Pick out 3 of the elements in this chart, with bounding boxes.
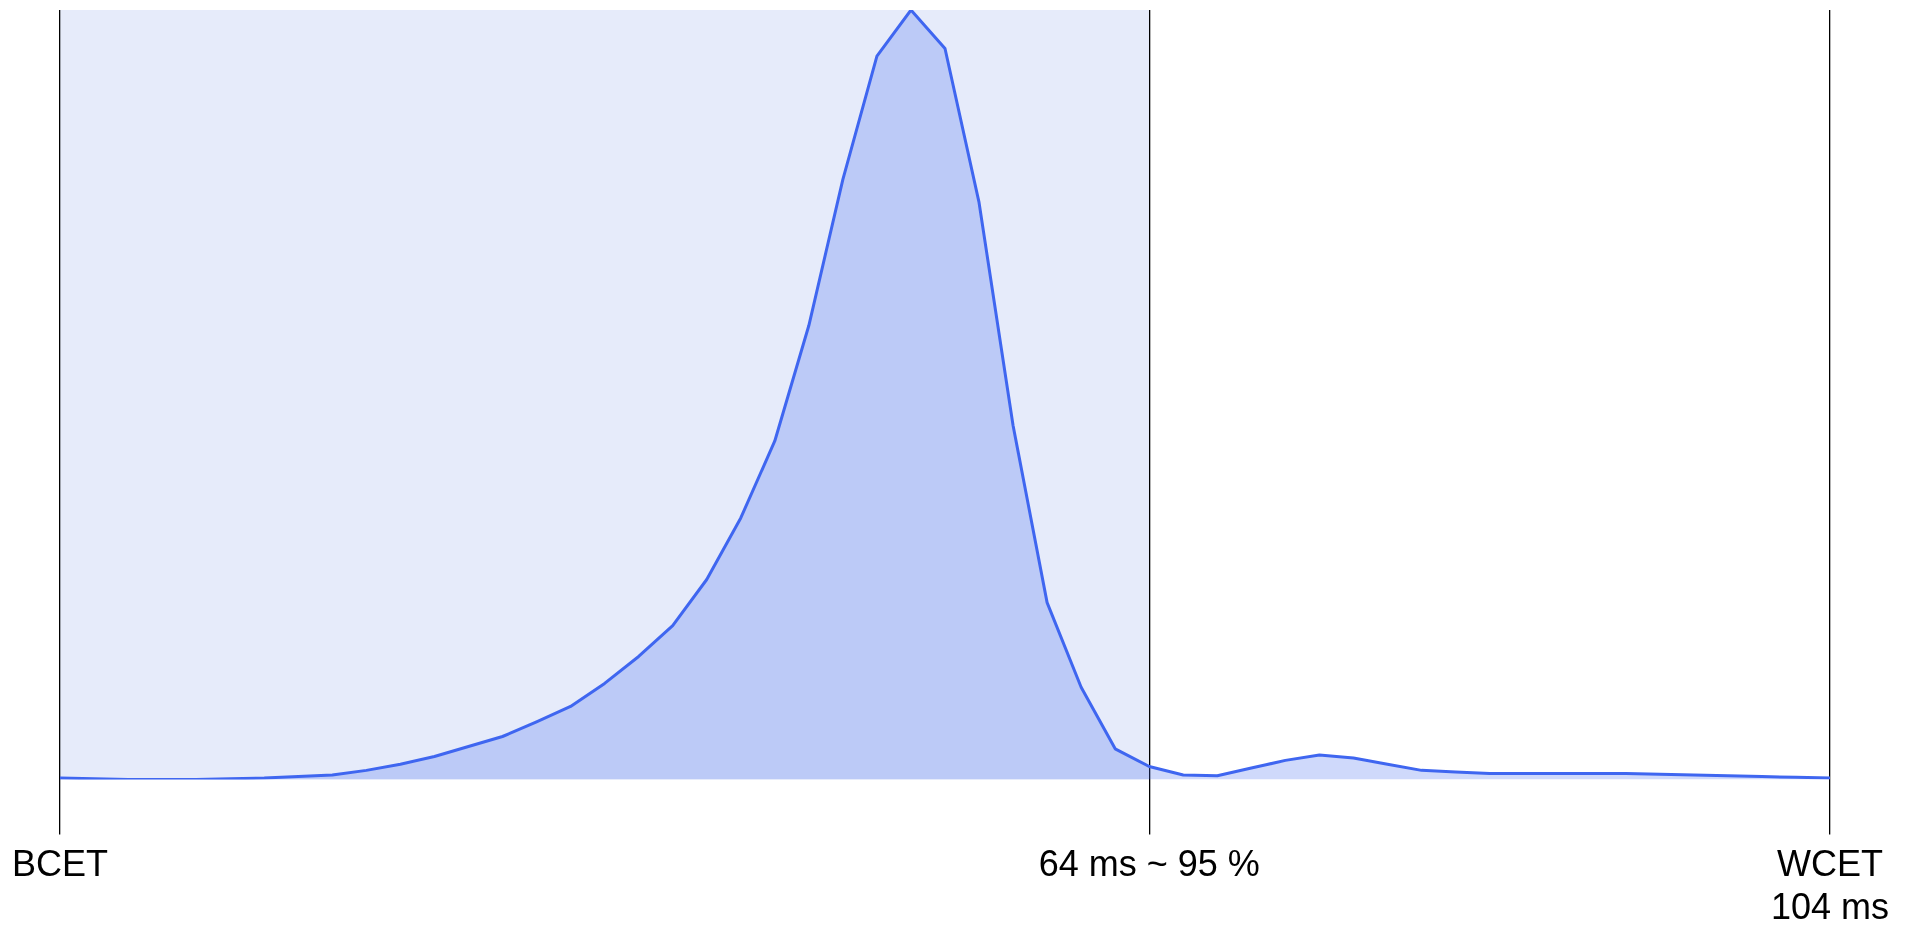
x-tick-label: BCET bbox=[11, 843, 109, 885]
x-tick-label: WCET 104 ms bbox=[1770, 843, 1890, 928]
x-tick-label: 64 ms ~ 95 % bbox=[1038, 843, 1260, 885]
